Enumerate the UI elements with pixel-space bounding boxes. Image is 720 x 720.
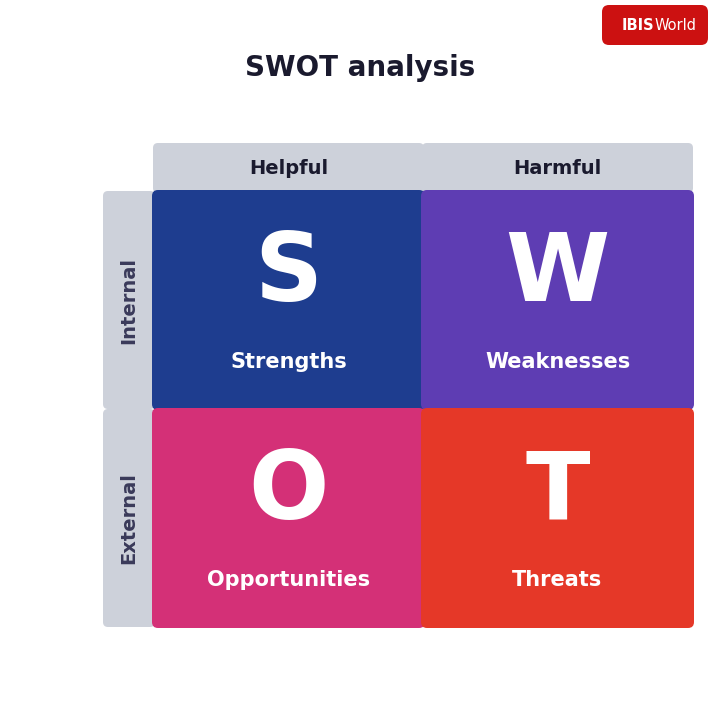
FancyBboxPatch shape [152,408,425,628]
Text: O: O [248,447,329,539]
Text: Helpful: Helpful [249,158,328,178]
Text: T: T [526,447,590,539]
Text: Weaknesses: Weaknesses [485,352,630,372]
FancyBboxPatch shape [421,190,694,410]
Text: External: External [120,472,138,564]
FancyBboxPatch shape [152,190,425,410]
FancyBboxPatch shape [421,408,694,628]
FancyBboxPatch shape [422,143,693,193]
Text: Internal: Internal [120,256,138,343]
Text: W: W [505,229,610,321]
Text: S: S [254,229,323,321]
FancyBboxPatch shape [153,143,424,193]
Text: Strengths: Strengths [230,352,347,372]
Text: Threats: Threats [513,570,603,590]
FancyBboxPatch shape [103,191,155,409]
FancyBboxPatch shape [602,5,708,45]
Text: SWOT analysis: SWOT analysis [245,54,475,82]
FancyBboxPatch shape [103,409,155,627]
Text: Harmful: Harmful [513,158,602,178]
Text: World: World [655,17,697,32]
Text: Opportunities: Opportunities [207,570,370,590]
Text: IBIS: IBIS [621,17,654,32]
